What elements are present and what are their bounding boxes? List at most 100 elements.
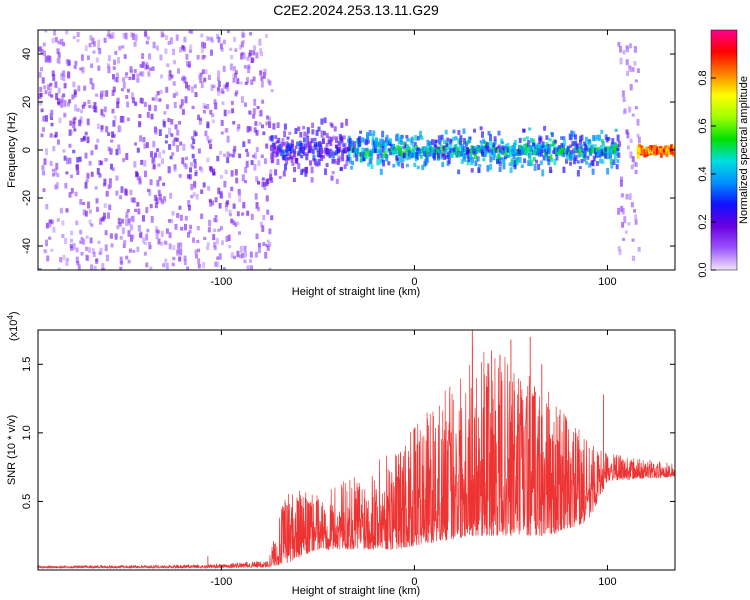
heatmap-cell: [89, 237, 93, 244]
heatmap-cell: [403, 152, 407, 159]
heatmap-cell: [253, 163, 257, 171]
heatmap-cell: [291, 148, 294, 153]
heatmap-cell: [331, 171, 335, 175]
heatmap-cell: [43, 85, 47, 90]
heatmap-cell: [321, 138, 325, 144]
heatmap-cell: [441, 161, 445, 168]
heatmap-cell: [265, 244, 269, 248]
heatmap-cell: [622, 97, 626, 102]
heatmap-cell: [675, 148, 678, 154]
heatmap-cell: [466, 160, 470, 166]
heatmap-cell: [120, 261, 124, 265]
heatmap-cell: [97, 240, 101, 244]
heatmap-cell: [462, 128, 466, 134]
heatmap-cell: [103, 212, 106, 220]
heatmap-cell: [216, 261, 220, 268]
snr-ticks: -100 0 100 0.5 1.0 1.5: [21, 330, 675, 588]
heatmap-cell: [145, 233, 149, 241]
heatmap-cell: [158, 152, 162, 158]
heatmap-cell: [295, 157, 299, 165]
heatmap-cell: [560, 148, 564, 155]
heatmap-cell: [152, 157, 156, 163]
heatmap-cell: [116, 224, 120, 230]
heatmap-cell: [231, 108, 235, 114]
heatmap-cell: [399, 156, 403, 163]
heatmap-cell: [253, 98, 257, 106]
heatmap-cell: [506, 147, 510, 153]
heatmap-cell: [599, 145, 603, 151]
heatmap-cell: [408, 150, 412, 157]
heatmap-cell: [226, 200, 230, 205]
heatmap-cell: [163, 111, 167, 115]
heatmap-cell: [101, 263, 105, 270]
heatmap-cell: [62, 149, 66, 153]
heatmap-cell: [291, 144, 294, 149]
heatmap-cell: [625, 193, 629, 200]
heatmap-cell: [351, 160, 355, 166]
heatmap-cell: [633, 161, 637, 167]
heatmap-cell: [275, 140, 279, 144]
heatmap-cell: [501, 145, 505, 151]
heatmap-cell: [207, 37, 211, 41]
heatmap-cell: [65, 260, 69, 266]
heatmap-cell: [173, 167, 177, 172]
heatmap-cell: [432, 153, 436, 159]
heatmap-cell: [320, 155, 324, 161]
heatmap-cell: [636, 152, 640, 159]
heatmap-cell: [305, 151, 309, 156]
heatmap-cell: [238, 197, 242, 203]
heatmap-cell: [499, 146, 503, 153]
heatmap-cell: [391, 143, 395, 148]
heatmap-cell: [373, 141, 376, 145]
heatmap-cell: [78, 156, 82, 162]
heatmap-cell: [113, 115, 117, 120]
heatmap-cell: [185, 81, 188, 89]
heatmap-cell: [161, 199, 165, 205]
spectrogram-x-axis-label: Height of straight line (km): [292, 286, 420, 298]
heatmap-cell: [463, 138, 466, 145]
heatmap-cell: [655, 148, 659, 155]
heatmap-cell: [380, 153, 384, 158]
heatmap-cell: [410, 141, 414, 146]
heatmap-cell: [134, 34, 138, 42]
heatmap-cell: [659, 148, 663, 153]
heatmap-cell: [554, 140, 558, 144]
heatmap-cell: [569, 150, 573, 155]
heatmap-cell: [403, 148, 407, 153]
heatmap-cell: [213, 99, 217, 105]
heatmap-cell: [194, 249, 198, 255]
heatmap-cell: [244, 81, 248, 85]
heatmap-cell: [107, 132, 111, 136]
heatmap-cell: [528, 127, 532, 131]
heatmap-cell: [87, 247, 91, 253]
heatmap-cell: [45, 239, 48, 247]
heatmap-cell: [585, 145, 589, 151]
heatmap-cell: [477, 167, 481, 173]
heatmap-cell: [576, 160, 580, 164]
heatmap-cell: [268, 267, 272, 270]
heatmap-cell: [243, 259, 247, 264]
heatmap-cell: [320, 118, 324, 125]
heatmap-cell: [297, 163, 301, 170]
heatmap-cell: [200, 189, 204, 194]
heatmap-cell: [112, 86, 116, 93]
heatmap-cell: [168, 127, 171, 135]
heatmap-cell: [44, 90, 48, 95]
heatmap-cell: [385, 157, 389, 162]
heatmap-cell: [299, 131, 303, 138]
heatmap-cell: [628, 65, 632, 72]
heatmap-cell: [378, 143, 382, 149]
heatmap-cell: [86, 174, 90, 179]
heatmap-cell: [129, 224, 133, 231]
heatmap-cell: [96, 123, 100, 129]
heatmap-cell: [452, 147, 456, 152]
heatmap-cell: [257, 180, 261, 185]
heatmap-cell: [201, 69, 205, 75]
heatmap-cell: [108, 182, 112, 188]
heatmap-cell: [130, 32, 134, 38]
heatmap-cell: [428, 152, 431, 157]
heatmap-cell: [314, 146, 318, 150]
heatmap-cell: [229, 63, 233, 71]
heatmap-cell: [518, 137, 522, 144]
heatmap-cell: [204, 130, 208, 137]
